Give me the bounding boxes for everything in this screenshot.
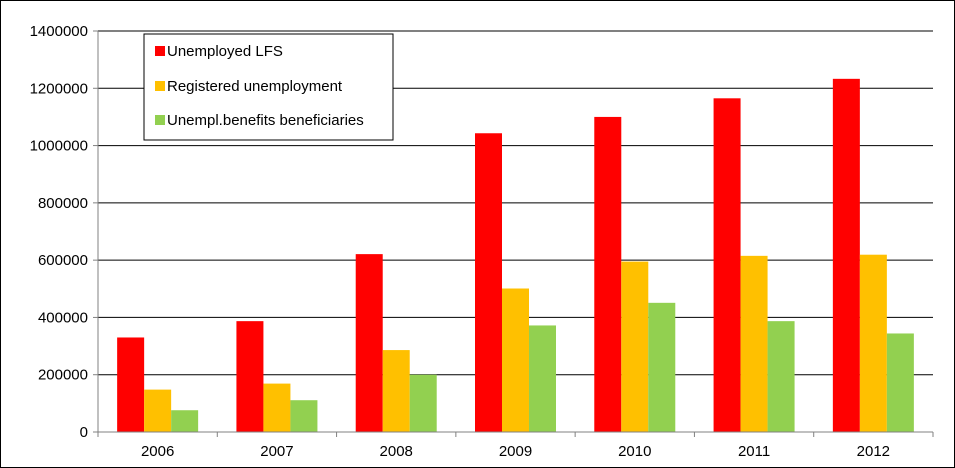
legend-swatch-registered-unemployment [155, 81, 165, 91]
bar [144, 389, 172, 432]
x-tick-label: 2006 [141, 443, 174, 460]
y-tick-label: 400000 [38, 309, 88, 326]
x-tick-label: 2009 [499, 443, 532, 460]
y-tick-label: 200000 [38, 367, 88, 384]
bar [236, 321, 264, 432]
axes [93, 30, 934, 437]
legend-box [143, 33, 394, 141]
bar [409, 374, 437, 432]
bar [529, 325, 556, 432]
x-tick-label: 2008 [380, 443, 413, 460]
y-tick-label: 0 [80, 424, 88, 441]
x-tick-label: 2007 [260, 443, 293, 460]
legend-label-unemployed-lfs: Unemployed LFS [167, 43, 283, 60]
x-tick-label: 2012 [857, 443, 890, 460]
bar [832, 78, 860, 433]
legend-label-benefits-beneficiaries: Unempl.benefits beneficiaries [167, 112, 364, 129]
y-tick-label: 1000000 [30, 138, 88, 155]
bar [502, 288, 529, 432]
bar [621, 261, 649, 432]
bar [886, 333, 914, 432]
x-tick-labels: 2006 2007 2008 2009 2010 2011 2012 [141, 443, 890, 460]
bar [859, 254, 887, 432]
bar [713, 98, 741, 432]
bar [475, 133, 502, 432]
x-tick-label: 2010 [618, 443, 651, 460]
bar [290, 400, 318, 432]
bar [263, 383, 291, 432]
legend: Unemployed LFS Registered unemployment U… [143, 33, 394, 141]
y-tick-label: 1400000 [30, 23, 88, 40]
y-tick-label: 1200000 [30, 80, 88, 97]
bar [594, 116, 622, 432]
bar [648, 302, 676, 432]
y-tick-labels: 0 200000 400000 600000 800000 1000000 1200000 1… [30, 23, 88, 441]
bar [767, 321, 795, 432]
bar [171, 410, 199, 432]
bars [117, 78, 914, 433]
x-tick-label: 2011 [738, 443, 770, 460]
legend-swatch-benefits-beneficiaries [155, 115, 165, 125]
legend-label-registered-unemployment: Registered unemployment [167, 78, 343, 95]
bar [740, 255, 768, 432]
y-tick-label: 600000 [38, 252, 88, 269]
legend-swatch-unemployed-lfs [155, 46, 165, 56]
bar [117, 337, 145, 432]
bar [382, 350, 410, 432]
y-tick-label: 800000 [38, 195, 88, 212]
bar [355, 254, 383, 432]
